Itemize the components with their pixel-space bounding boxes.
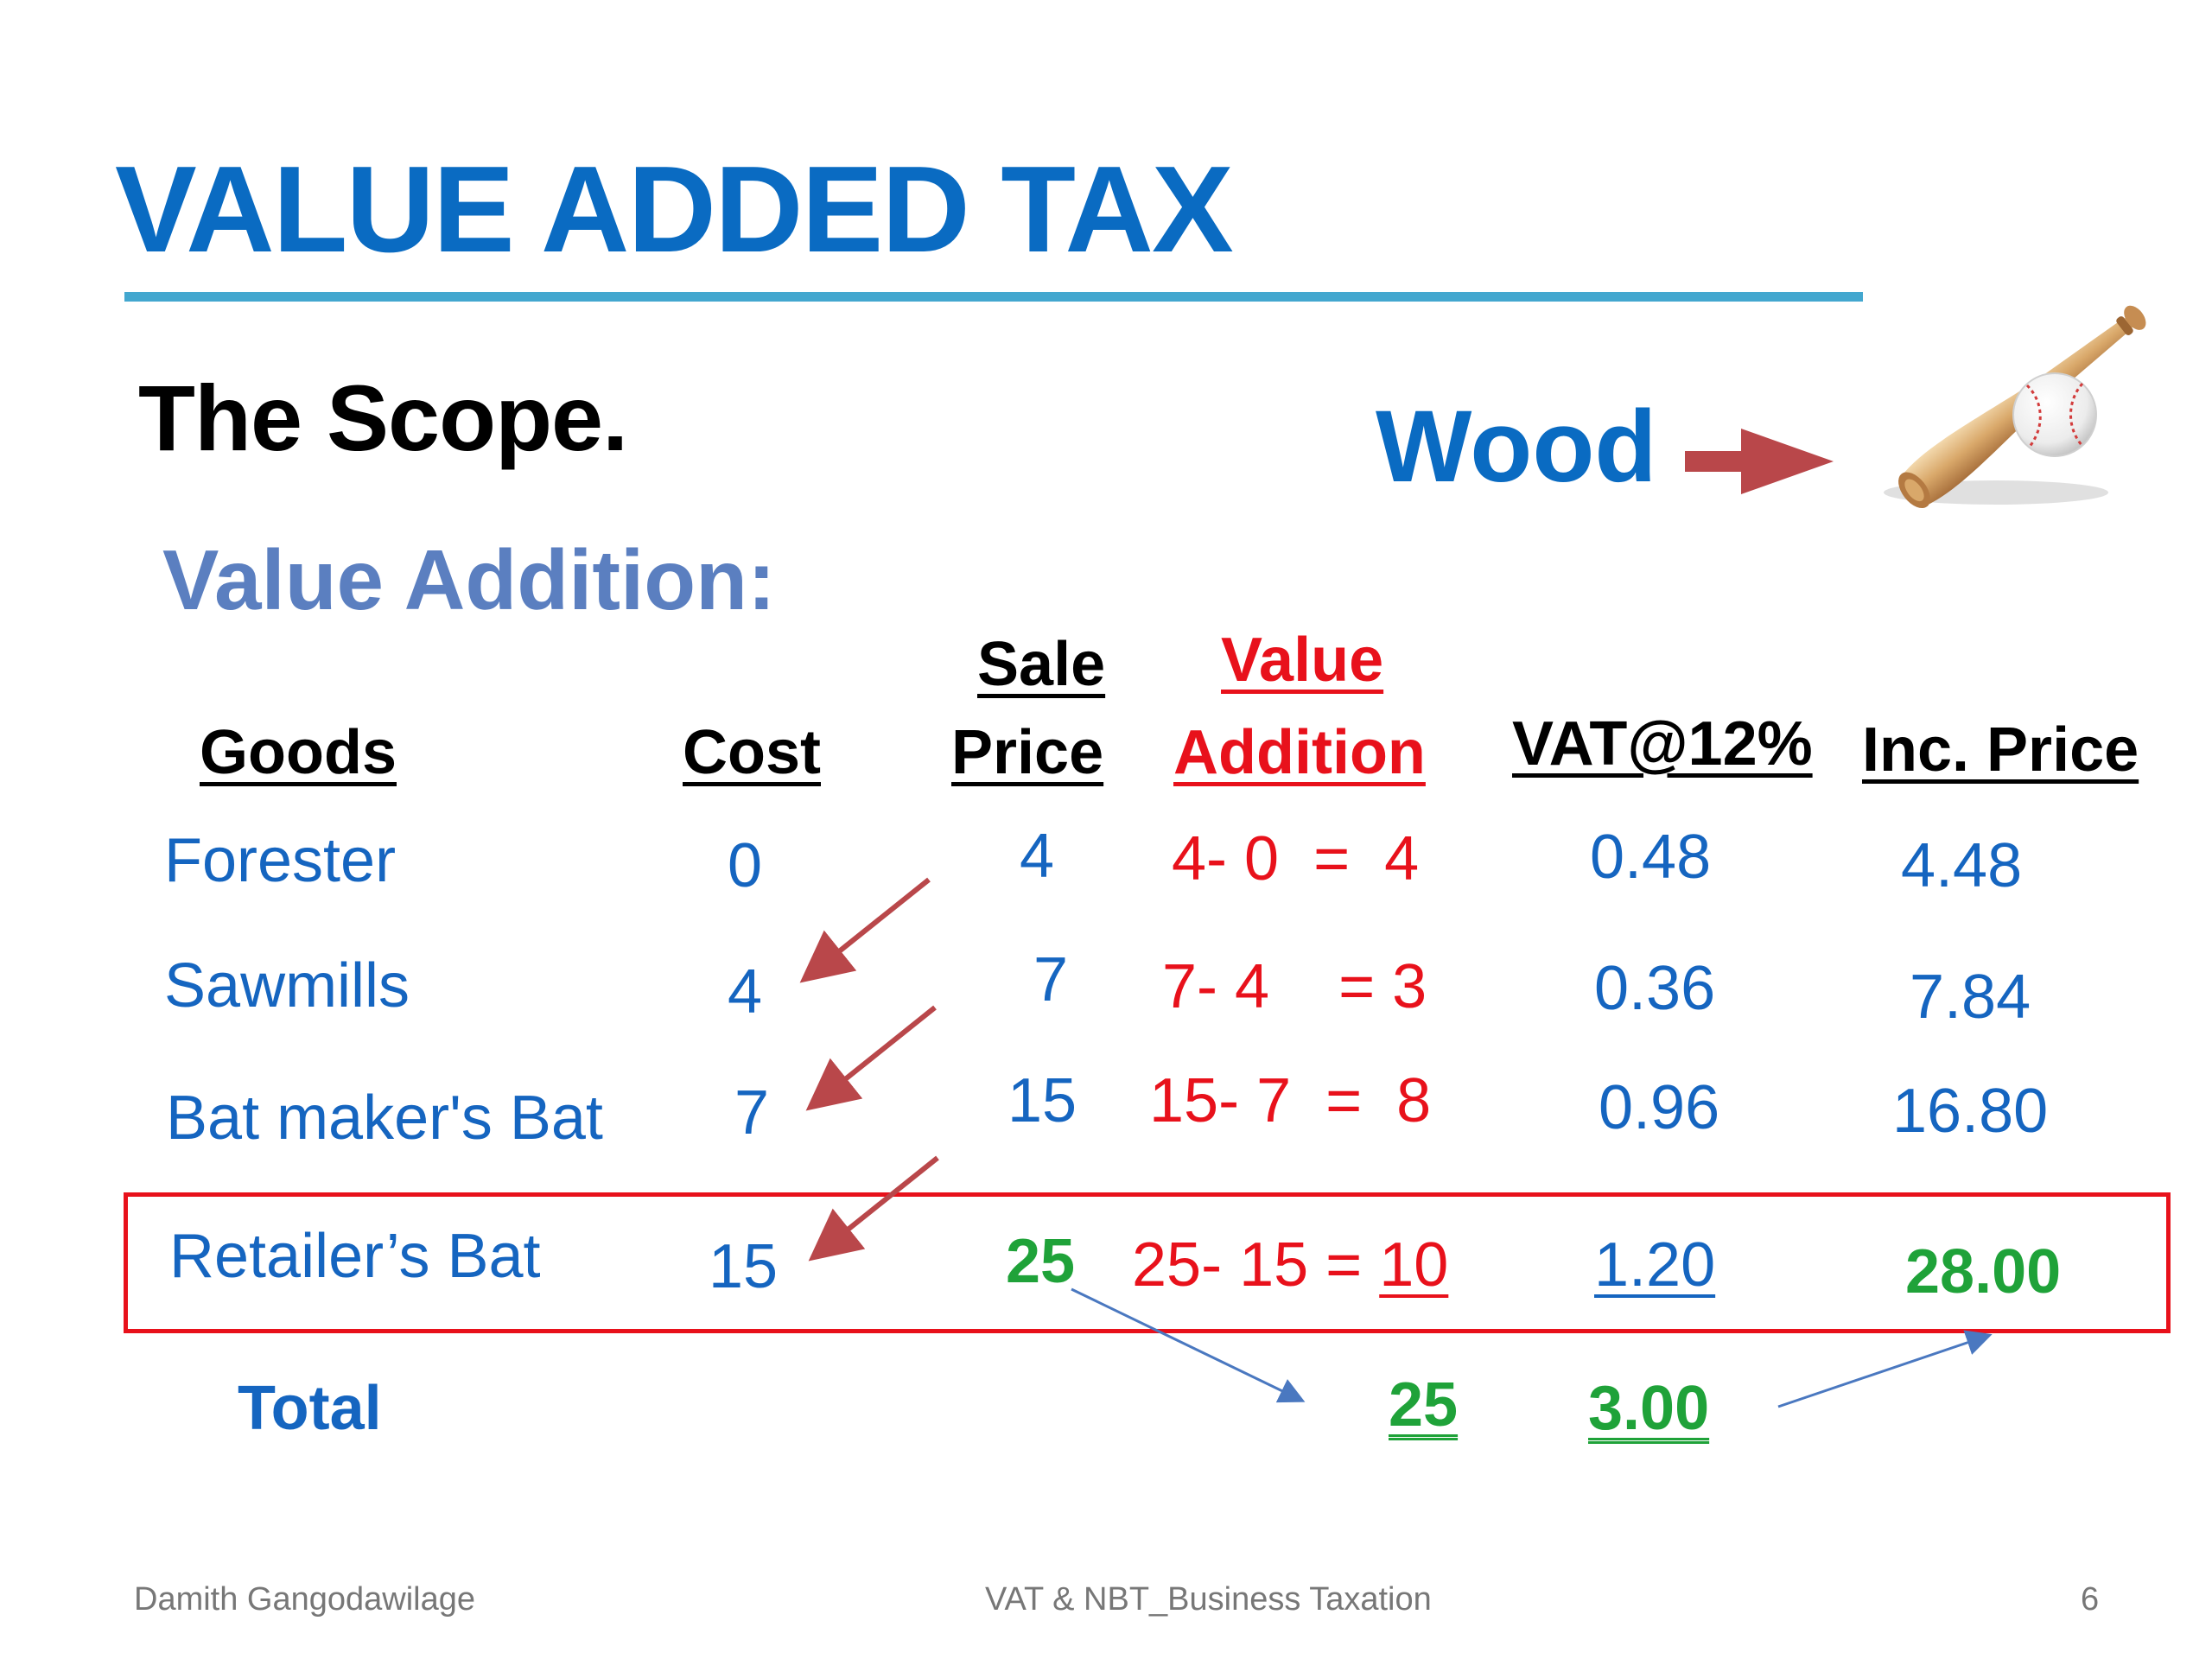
row-retailer-goods: Retailer’s Bat — [169, 1222, 541, 1291]
baseball-bat-and-ball-icon — [1884, 305, 2146, 509]
footer-author: Damith Gangodawilage — [134, 1581, 476, 1618]
row-batmaker-cost: 7 — [734, 1078, 770, 1147]
vat-to-price-arrow-icon — [1777, 1330, 1993, 1408]
row-batmaker-inc-price: 16.80 — [1892, 1077, 2049, 1146]
footer-page-number: 6 — [2081, 1581, 2100, 1618]
header-sale-line1: Sale — [977, 630, 1106, 699]
row-retailer-sale: 25 — [1006, 1227, 1076, 1296]
flow-arrow-1-icon — [799, 877, 931, 983]
row-retailer-vat: 1.20 — [1594, 1230, 1716, 1300]
header-value-line1: Value — [1221, 626, 1384, 695]
header-sale-line2: Price — [951, 718, 1104, 787]
sale-to-total-arrow-icon — [1071, 1287, 1306, 1403]
row-sawmills-inc-price: 7.84 — [1910, 963, 2031, 1032]
row-retailer-cost: 15 — [709, 1232, 779, 1301]
row-sawmills-vat: 0.36 — [1594, 954, 1716, 1023]
total-label: Total — [238, 1374, 382, 1443]
slide-title: VALUE ADDED TAX — [115, 141, 1234, 278]
row-forester-cost: 0 — [728, 831, 763, 900]
row-sawmills-goods: Sawmills — [164, 951, 410, 1020]
row-batmaker-sale: 15 — [1007, 1066, 1077, 1135]
header-vat: VAT@12% — [1512, 709, 1813, 779]
product-label: Wood — [1376, 390, 1657, 504]
retailer-value-expression: 25- 15 = — [1132, 1230, 1380, 1300]
flow-arrow-3-icon — [808, 1155, 939, 1262]
row-forester-inc-price: 4.48 — [1901, 831, 2023, 900]
retailer-value-result: 10 — [1379, 1230, 1449, 1300]
title-divider — [124, 292, 1863, 302]
row-batmaker-goods: Bat maker's Bat — [166, 1084, 603, 1153]
slide-subtitle: The Scope. — [138, 365, 628, 470]
row-batmaker-vat: 0.96 — [1599, 1073, 1720, 1142]
flow-arrow-2-icon — [805, 1005, 937, 1111]
section-label: Value Addition: — [162, 532, 776, 627]
wood-arrow-icon — [1685, 429, 1834, 494]
highlight-box — [124, 1192, 2171, 1333]
row-forester-vat: 0.48 — [1590, 823, 1712, 892]
total-value-addition: 25 — [1389, 1370, 1459, 1440]
footer-course: VAT & NBT_Business Taxation — [985, 1581, 1432, 1618]
header-value-line2: Addition — [1173, 718, 1426, 787]
row-forester-sale: 4 — [1020, 822, 1055, 891]
row-retailer-inc-price: 28.00 — [1905, 1237, 2062, 1306]
header-inc-price: Inc. Price — [1862, 715, 2139, 785]
total-vat: 3.00 — [1588, 1374, 1710, 1443]
header-goods: Goods — [200, 718, 397, 787]
row-sawmills-sale: 7 — [1033, 945, 1069, 1014]
row-sawmills-value-addition: 7- 4 = 3 — [1162, 952, 1427, 1021]
row-forester-goods: Forester — [164, 826, 397, 895]
row-sawmills-cost: 4 — [728, 957, 763, 1027]
header-cost: Cost — [683, 718, 821, 787]
row-retailer-value-addition: 25- 15 = 10 — [1132, 1234, 1448, 1296]
row-forester-value-addition: 4- 0 = 4 — [1172, 824, 1420, 893]
row-batmaker-value-addition: 15- 7 = 8 — [1149, 1066, 1432, 1135]
